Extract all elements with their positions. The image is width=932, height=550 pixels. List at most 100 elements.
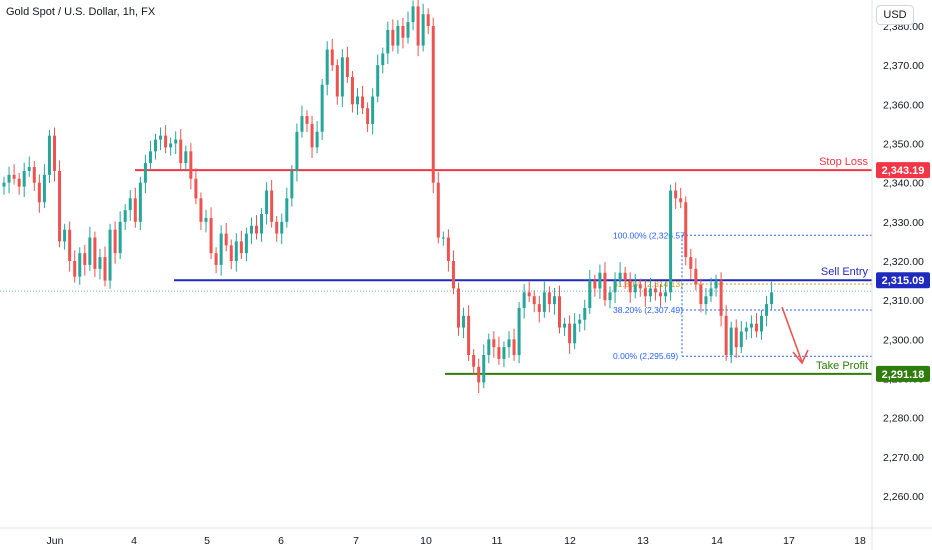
candle	[189, 143, 193, 190]
x-tick-label: 17	[783, 535, 795, 547]
candle	[325, 41, 329, 96]
candle	[482, 344, 486, 389]
candle	[2, 176, 6, 195]
candle-body	[138, 182, 142, 222]
candle	[704, 288, 708, 315]
candle	[411, 0, 415, 31]
candle-body	[674, 190, 678, 199]
candle-body	[174, 139, 178, 144]
candle-body	[502, 347, 506, 359]
candle	[451, 250, 455, 295]
candle-body	[244, 233, 248, 254]
candle-body	[229, 245, 233, 261]
candle	[674, 182, 678, 209]
candle-body	[522, 292, 526, 308]
candle	[446, 229, 450, 272]
candle-body	[578, 319, 582, 324]
candle	[497, 336, 501, 365]
candle	[376, 54, 380, 103]
candle-body	[214, 253, 218, 265]
candle	[558, 285, 561, 334]
x-tick-label: Jun	[47, 535, 64, 547]
candle-body	[628, 280, 632, 293]
candle	[53, 127, 56, 182]
candle-body	[12, 174, 16, 179]
candle-body	[441, 237, 445, 239]
candle-body	[679, 198, 683, 203]
candle-body	[42, 174, 46, 203]
candle-body	[118, 221, 122, 254]
candle	[638, 278, 642, 297]
candle-body	[361, 96, 365, 109]
candle-body	[280, 221, 284, 234]
candle-body	[239, 241, 243, 254]
take-profit-price-tag	[876, 365, 930, 382]
candle-body	[618, 272, 622, 281]
candle-body	[270, 190, 274, 222]
y-tick-label: 2,310.00	[883, 295, 924, 307]
candle	[477, 358, 481, 393]
candle-body	[133, 198, 137, 222]
sell-entry-price-text: 2,315.09	[882, 275, 925, 287]
fib-level-label: 61.80% (2,314.13)	[613, 279, 683, 289]
candle-body	[285, 198, 289, 222]
candle-body	[300, 116, 304, 132]
candle-body	[603, 272, 607, 301]
candle-body	[563, 323, 567, 328]
candle-body	[73, 261, 77, 277]
candle	[391, 19, 395, 52]
candle-body	[219, 233, 223, 265]
candle	[628, 272, 632, 303]
candle-body	[381, 53, 385, 66]
candle	[275, 215, 279, 242]
candle-body	[123, 210, 127, 222]
candle-body	[154, 139, 157, 152]
candle	[679, 187, 683, 209]
candle-body	[148, 151, 152, 164]
candle-body	[63, 229, 67, 242]
candle	[623, 266, 627, 289]
candle-body	[371, 96, 375, 124]
candle	[371, 88, 375, 135]
candle	[593, 274, 597, 297]
fib-level-label: 38.20% (2,307.49)	[613, 305, 683, 315]
candle	[335, 59, 339, 105]
candle-body	[568, 323, 572, 344]
candle-body	[598, 272, 602, 289]
candle-body	[27, 167, 31, 171]
candle-body	[623, 272, 627, 281]
candle	[184, 145, 188, 172]
candle	[199, 192, 203, 231]
candle-body	[552, 296, 556, 305]
candle	[214, 247, 218, 274]
candle-body	[179, 139, 183, 164]
candle-body	[669, 190, 673, 293]
candle	[300, 105, 304, 138]
candle	[613, 272, 617, 303]
projection-arrow	[781, 306, 809, 365]
currency-selector[interactable]: USD	[876, 5, 914, 25]
candle-body	[507, 339, 511, 348]
candle-body	[345, 57, 349, 77]
candle	[754, 313, 758, 338]
x-tick-label: 12	[564, 535, 576, 547]
candle	[507, 331, 511, 358]
candle	[441, 231, 445, 246]
x-tick-label: 7	[353, 535, 359, 547]
candle	[603, 262, 607, 307]
candle	[588, 270, 592, 314]
candle-body	[386, 29, 390, 54]
candle	[749, 315, 753, 339]
candle	[73, 250, 77, 283]
candle	[169, 137, 173, 156]
candle-body	[159, 135, 163, 140]
candle	[229, 239, 233, 270]
candle-body	[648, 288, 652, 297]
candle-body	[103, 257, 107, 281]
fib-level-label: 0.00% (2,295.69)	[613, 351, 678, 361]
candle	[517, 302, 521, 364]
candle-body	[128, 198, 132, 211]
candle	[32, 161, 36, 191]
